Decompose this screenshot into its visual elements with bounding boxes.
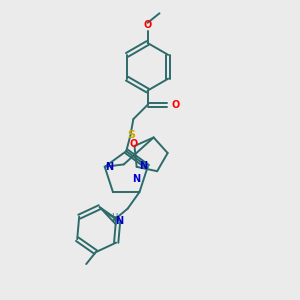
Text: N: N (115, 216, 123, 226)
Text: H: H (111, 212, 118, 221)
Text: O: O (171, 100, 180, 110)
Text: N: N (132, 174, 140, 184)
Text: O: O (143, 20, 152, 30)
Text: S: S (127, 130, 135, 140)
Text: N: N (139, 160, 147, 171)
Text: N: N (105, 162, 114, 172)
Text: O: O (129, 139, 137, 148)
